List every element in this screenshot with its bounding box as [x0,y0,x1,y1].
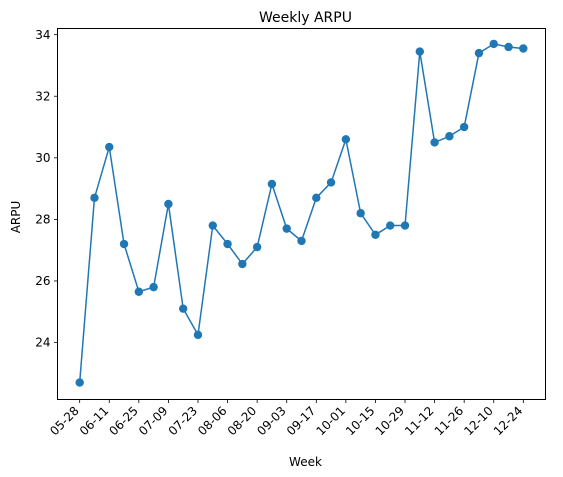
data-point [238,259,247,269]
data-point [252,242,262,252]
data-point [297,236,306,246]
data-point [400,221,410,230]
data-point [386,221,395,230]
data-point [75,378,84,387]
x-tick-label: 09-17 [284,404,319,439]
data-point [134,287,144,296]
x-tick-label: 08-20 [225,404,260,439]
data-point [105,142,114,152]
y-tick-label: 30 [35,151,50,165]
x-tick-label: 06-11 [77,404,112,439]
chart-title: Weekly ARPU [259,10,352,26]
data-point [341,135,351,144]
data-point [474,48,484,58]
x-tick-label: 10-15 [343,404,378,439]
x-tick-label: 08-06 [195,404,230,439]
y-tick-label: 24 [35,336,50,350]
x-axis-ticks: 05-2806-1106-2507-0907-2308-0608-2009-03… [47,399,526,439]
data-point [504,42,513,52]
data-point [164,199,173,209]
x-axis-label: Week [289,455,322,469]
data-point [90,193,99,203]
data-point [489,39,498,49]
y-tick-label: 34 [35,28,50,42]
x-tick-label: 05-28 [47,404,82,439]
data-point [371,230,380,239]
x-tick-label: 07-09 [136,404,171,439]
y-tick-label: 28 [35,213,50,227]
data-point [445,132,454,141]
data-point [267,179,277,189]
data-point [223,239,232,249]
data-point [356,209,365,218]
data-point [430,138,439,147]
data-point [312,193,321,203]
series-markers [75,39,528,387]
y-tick-label: 32 [35,89,50,103]
data-point [149,282,158,292]
x-tick-label: 10-01 [313,404,348,439]
x-tick-label: 06-25 [106,404,141,439]
x-tick-label: 12-10 [461,404,496,439]
data-point [193,330,203,340]
x-tick-label: 09-03 [254,404,289,439]
data-point [326,178,336,187]
series-line [78,43,524,383]
data-point [119,239,129,249]
y-axis-label: ARPU [9,201,23,234]
data-point [208,221,217,230]
data-point [519,44,528,53]
data-point [282,224,291,233]
x-tick-label: 11-12 [402,404,437,439]
y-tick-label: 26 [35,274,50,288]
x-tick-label: 12-24 [491,404,526,439]
x-tick-label: 07-23 [166,404,201,439]
x-tick-label: 11-26 [432,404,467,439]
plot-frame [57,28,546,400]
data-point [415,47,425,56]
y-axis-ticks: 24 26 28 30 32 34 [35,28,58,350]
data-point [178,304,188,313]
x-tick-label: 10-29 [373,404,408,439]
data-point [459,122,469,132]
